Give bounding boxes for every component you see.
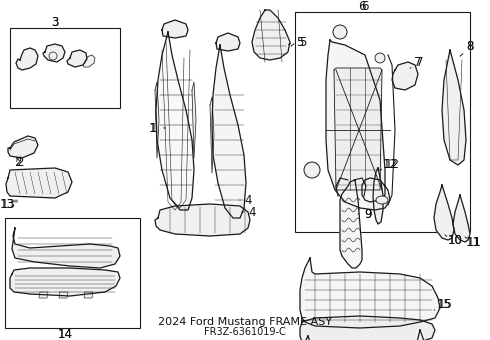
Polygon shape (192, 82, 196, 158)
Polygon shape (300, 258, 440, 328)
Polygon shape (298, 336, 320, 340)
Polygon shape (12, 228, 120, 268)
Bar (5, 218, 140, 328)
Polygon shape (434, 185, 454, 240)
Circle shape (375, 53, 385, 63)
Polygon shape (326, 40, 390, 210)
Bar (295, 12, 470, 232)
Polygon shape (155, 204, 250, 236)
Text: 7: 7 (416, 56, 424, 69)
Polygon shape (252, 10, 290, 60)
Text: 7: 7 (414, 55, 422, 68)
Text: 3: 3 (51, 16, 59, 29)
Text: 9: 9 (364, 208, 372, 221)
Polygon shape (43, 44, 65, 62)
Ellipse shape (376, 196, 388, 204)
Text: 8: 8 (466, 39, 474, 52)
Polygon shape (373, 168, 383, 224)
Polygon shape (6, 168, 72, 198)
Polygon shape (216, 33, 240, 51)
Text: 10: 10 (447, 234, 463, 246)
Text: 1: 1 (149, 121, 157, 135)
Text: 15: 15 (437, 298, 451, 310)
Text: 2: 2 (16, 156, 24, 170)
Polygon shape (155, 82, 159, 158)
Text: 14: 14 (57, 327, 73, 340)
Text: 13: 13 (0, 199, 16, 211)
Circle shape (333, 25, 347, 39)
Text: 11: 11 (466, 236, 481, 249)
Polygon shape (334, 68, 382, 190)
Polygon shape (84, 292, 93, 298)
Circle shape (49, 52, 57, 60)
Text: 4: 4 (248, 205, 256, 219)
Polygon shape (210, 97, 214, 173)
Polygon shape (414, 330, 432, 340)
Polygon shape (340, 180, 362, 268)
Circle shape (304, 162, 320, 178)
Text: 11: 11 (466, 237, 482, 250)
Text: 6: 6 (358, 0, 366, 14)
Polygon shape (442, 50, 466, 165)
Text: 5: 5 (299, 35, 307, 49)
Text: 14: 14 (57, 327, 73, 340)
Text: 2024 Ford Mustang FRAME ASY: 2024 Ford Mustang FRAME ASY (158, 317, 332, 327)
Text: 10: 10 (447, 234, 463, 246)
Polygon shape (300, 316, 435, 340)
Text: 12: 12 (383, 157, 397, 170)
Text: 1: 1 (148, 121, 156, 135)
Bar (10, 28, 120, 108)
Polygon shape (67, 50, 87, 67)
Text: 3: 3 (51, 16, 59, 29)
Polygon shape (453, 195, 470, 242)
Polygon shape (83, 55, 95, 67)
Polygon shape (212, 45, 246, 218)
Polygon shape (16, 48, 38, 70)
Text: 8: 8 (466, 39, 474, 52)
Polygon shape (39, 292, 48, 298)
Text: 2: 2 (14, 156, 22, 170)
Polygon shape (162, 20, 188, 38)
Polygon shape (8, 136, 38, 158)
Text: FR3Z-6361019-C: FR3Z-6361019-C (204, 327, 286, 337)
Text: 4: 4 (244, 193, 252, 206)
Polygon shape (10, 268, 120, 296)
Text: 13: 13 (0, 199, 14, 211)
Polygon shape (156, 32, 194, 210)
Polygon shape (59, 292, 68, 298)
Text: 6: 6 (361, 0, 369, 13)
Text: 15: 15 (438, 298, 452, 310)
Polygon shape (392, 62, 418, 90)
Text: 5: 5 (296, 35, 304, 49)
Text: 9: 9 (364, 207, 372, 221)
Text: 12: 12 (385, 158, 399, 171)
